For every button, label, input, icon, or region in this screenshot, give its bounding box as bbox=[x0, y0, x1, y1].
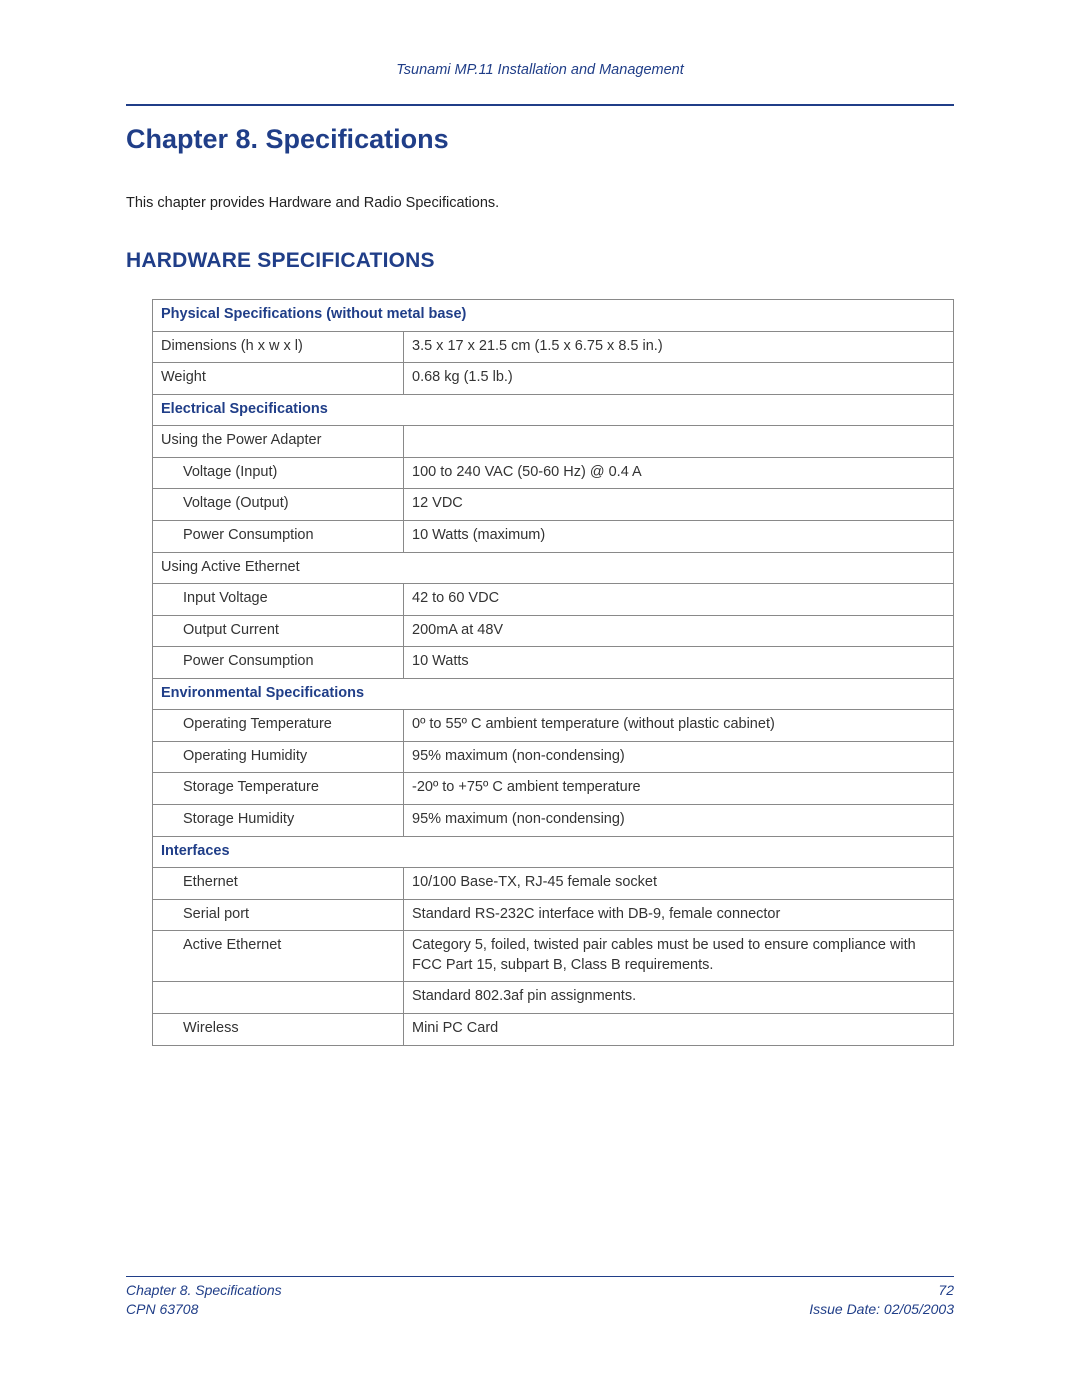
page-body: Tsunami MP.11 Installation and Managemen… bbox=[0, 0, 1080, 1046]
spec-value: 10 Watts bbox=[404, 647, 954, 679]
footer-rule bbox=[126, 1276, 954, 1277]
spec-value: 10/100 Base-TX, RJ-45 female socket bbox=[404, 868, 954, 900]
spec-value: Category 5, foiled, twisted pair cables … bbox=[404, 931, 954, 982]
spec-label: Ethernet bbox=[153, 868, 404, 900]
header-rule bbox=[126, 104, 954, 106]
spec-label: Voltage (Output) bbox=[153, 489, 404, 521]
spec-value: 10 Watts (maximum) bbox=[404, 520, 954, 552]
spec-value: 100 to 240 VAC (50-60 Hz) @ 0.4 A bbox=[404, 457, 954, 489]
footer-chapter: Chapter 8. Specifications bbox=[126, 1281, 282, 1300]
spec-label bbox=[153, 982, 404, 1014]
table-row: Dimensions (h x w x l)3.5 x 17 x 21.5 cm… bbox=[153, 331, 954, 363]
spec-label: Voltage (Input) bbox=[153, 457, 404, 489]
page-footer: Chapter 8. Specifications 72 CPN 63708 I… bbox=[126, 1276, 954, 1319]
spec-value: 200mA at 48V bbox=[404, 615, 954, 647]
spec-value: 95% maximum (non-condensing) bbox=[404, 805, 954, 837]
table-row: Voltage (Input)100 to 240 VAC (50-60 Hz)… bbox=[153, 457, 954, 489]
table-row: Voltage (Output)12 VDC bbox=[153, 489, 954, 521]
spec-value: 0.68 kg (1.5 lb.) bbox=[404, 363, 954, 395]
spec-label: Output Current bbox=[153, 615, 404, 647]
table-section-header: Interfaces bbox=[153, 836, 954, 868]
table-row: Using the Power Adapter bbox=[153, 426, 954, 458]
table-row: Environmental Specifications bbox=[153, 678, 954, 710]
table-row: Ethernet10/100 Base-TX, RJ-45 female soc… bbox=[153, 868, 954, 900]
spec-value: 0º to 55º C ambient temperature (without… bbox=[404, 710, 954, 742]
spec-label: Weight bbox=[153, 363, 404, 395]
spec-value: 12 VDC bbox=[404, 489, 954, 521]
table-section-header: Electrical Specifications bbox=[153, 394, 954, 426]
spec-value: Mini PC Card bbox=[404, 1013, 954, 1045]
spec-label: Power Consumption bbox=[153, 520, 404, 552]
spec-label: Storage Humidity bbox=[153, 805, 404, 837]
spec-label: Storage Temperature bbox=[153, 773, 404, 805]
table-section-header: Environmental Specifications bbox=[153, 678, 954, 710]
table-row: Interfaces bbox=[153, 836, 954, 868]
spec-label: Power Consumption bbox=[153, 647, 404, 679]
table-row: Storage Temperature-20º to +75º C ambien… bbox=[153, 773, 954, 805]
table-row: Operating Humidity95% maximum (non-conde… bbox=[153, 741, 954, 773]
table-row: Power Consumption10 Watts bbox=[153, 647, 954, 679]
table-row: Power Consumption10 Watts (maximum) bbox=[153, 520, 954, 552]
table-row: Standard 802.3af pin assignments. bbox=[153, 982, 954, 1014]
spec-label: Input Voltage bbox=[153, 584, 404, 616]
table-row: Weight0.68 kg (1.5 lb.) bbox=[153, 363, 954, 395]
table-row: Serial portStandard RS-232C interface wi… bbox=[153, 899, 954, 931]
chapter-title: Chapter 8. Specifications bbox=[126, 124, 954, 155]
table-row: Operating Temperature0º to 55º C ambient… bbox=[153, 710, 954, 742]
spec-value: Standard 802.3af pin assignments. bbox=[404, 982, 954, 1014]
section-heading: HARDWARE SPECIFICATIONS bbox=[126, 249, 954, 273]
spec-label: Serial port bbox=[153, 899, 404, 931]
spec-label: Operating Humidity bbox=[153, 741, 404, 773]
table-row: WirelessMini PC Card bbox=[153, 1013, 954, 1045]
spec-label: Operating Temperature bbox=[153, 710, 404, 742]
spec-value: Standard RS-232C interface with DB-9, fe… bbox=[404, 899, 954, 931]
chapter-intro: This chapter provides Hardware and Radio… bbox=[126, 195, 954, 211]
footer-cpn: CPN 63708 bbox=[126, 1300, 198, 1319]
spec-value: 42 to 60 VDC bbox=[404, 584, 954, 616]
spec-value bbox=[404, 426, 954, 458]
footer-issue-date: Issue Date: 02/05/2003 bbox=[809, 1300, 954, 1319]
spec-label: Active Ethernet bbox=[153, 931, 404, 982]
spec-value: 3.5 x 17 x 21.5 cm (1.5 x 6.75 x 8.5 in.… bbox=[404, 331, 954, 363]
spec-label: Wireless bbox=[153, 1013, 404, 1045]
table-row: Electrical Specifications bbox=[153, 394, 954, 426]
table-row: Active EthernetCategory 5, foiled, twist… bbox=[153, 931, 954, 982]
spec-label: Using the Power Adapter bbox=[153, 426, 404, 458]
table-section-header: Physical Specifications (without metal b… bbox=[153, 300, 954, 332]
table-row: Physical Specifications (without metal b… bbox=[153, 300, 954, 332]
footer-page-number: 72 bbox=[938, 1281, 954, 1300]
spec-value: 95% maximum (non-condensing) bbox=[404, 741, 954, 773]
spec-label: Using Active Ethernet bbox=[153, 552, 954, 584]
spec-value: -20º to +75º C ambient temperature bbox=[404, 773, 954, 805]
doc-header-title: Tsunami MP.11 Installation and Managemen… bbox=[126, 62, 954, 78]
table-row: Output Current200mA at 48V bbox=[153, 615, 954, 647]
specifications-table: Physical Specifications (without metal b… bbox=[152, 299, 954, 1046]
spec-label: Dimensions (h x w x l) bbox=[153, 331, 404, 363]
table-row: Storage Humidity95% maximum (non-condens… bbox=[153, 805, 954, 837]
table-row: Input Voltage42 to 60 VDC bbox=[153, 584, 954, 616]
table-row: Using Active Ethernet bbox=[153, 552, 954, 584]
